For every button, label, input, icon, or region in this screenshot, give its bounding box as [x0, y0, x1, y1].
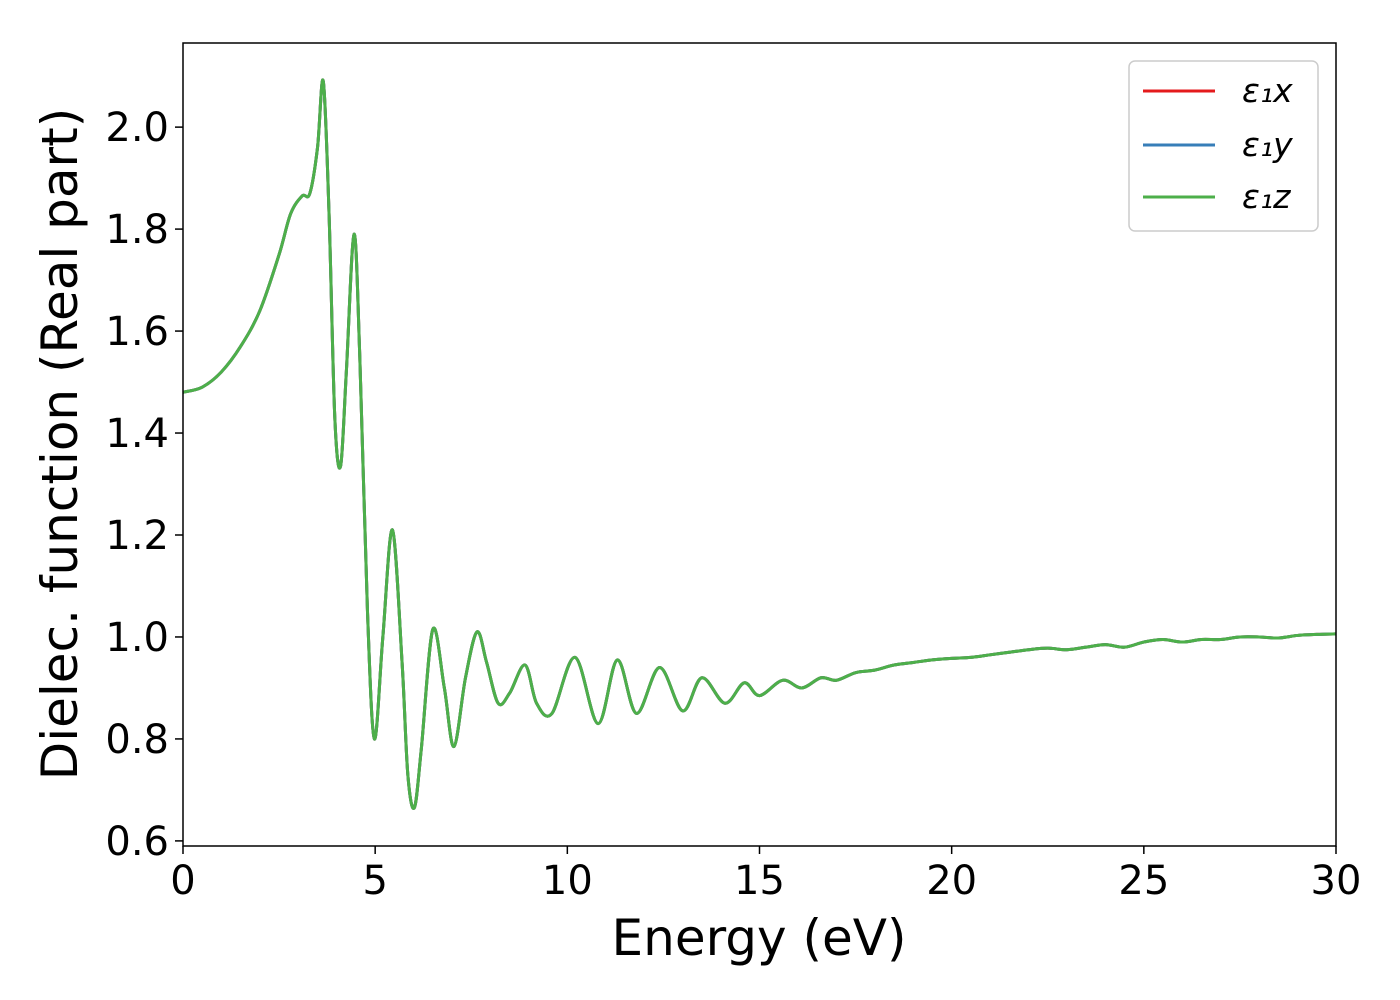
- y-tick-label: 1.2: [105, 513, 169, 559]
- legend-frame: [1128, 60, 1319, 232]
- y-tick-label: 1.8: [105, 207, 169, 253]
- x-tick-label: 25: [1118, 858, 1169, 904]
- x-tick-label: 15: [734, 858, 785, 904]
- y-tick-label: 0.8: [105, 717, 169, 763]
- y-tick-label: 0.6: [105, 819, 169, 865]
- x-tick-label: 0: [170, 858, 195, 904]
- legend-label-z: ε₁z: [1242, 177, 1291, 216]
- x-tick-label: 20: [926, 858, 977, 904]
- y-tick-label: 1.4: [105, 411, 169, 457]
- x-tick-label: 10: [542, 858, 593, 904]
- x-tick-label: 5: [362, 858, 387, 904]
- y-axis-ticks: 0.6 0.8 1.0 1.2 1.4 1.6 1.8 2.0: [105, 105, 183, 865]
- x-axis-ticks: 0 5 10 15 20 25 30: [170, 846, 1361, 904]
- y-tick-label: 2.0: [105, 105, 169, 151]
- legend: ε₁x ε₁y ε₁z: [1128, 60, 1319, 232]
- series-line-z: [182, 78, 1337, 811]
- x-axis-label: Energy (eV): [612, 909, 907, 967]
- legend-label-y: ε₁y: [1242, 125, 1293, 164]
- series-layer: [182, 78, 1337, 811]
- x-tick-label: 30: [1311, 858, 1362, 904]
- y-tick-label: 1.0: [105, 615, 169, 661]
- y-tick-label: 1.6: [105, 309, 169, 355]
- legend-label-x: ε₁x: [1242, 71, 1293, 110]
- y-axis-label: Dielec. function (Real part): [31, 108, 89, 780]
